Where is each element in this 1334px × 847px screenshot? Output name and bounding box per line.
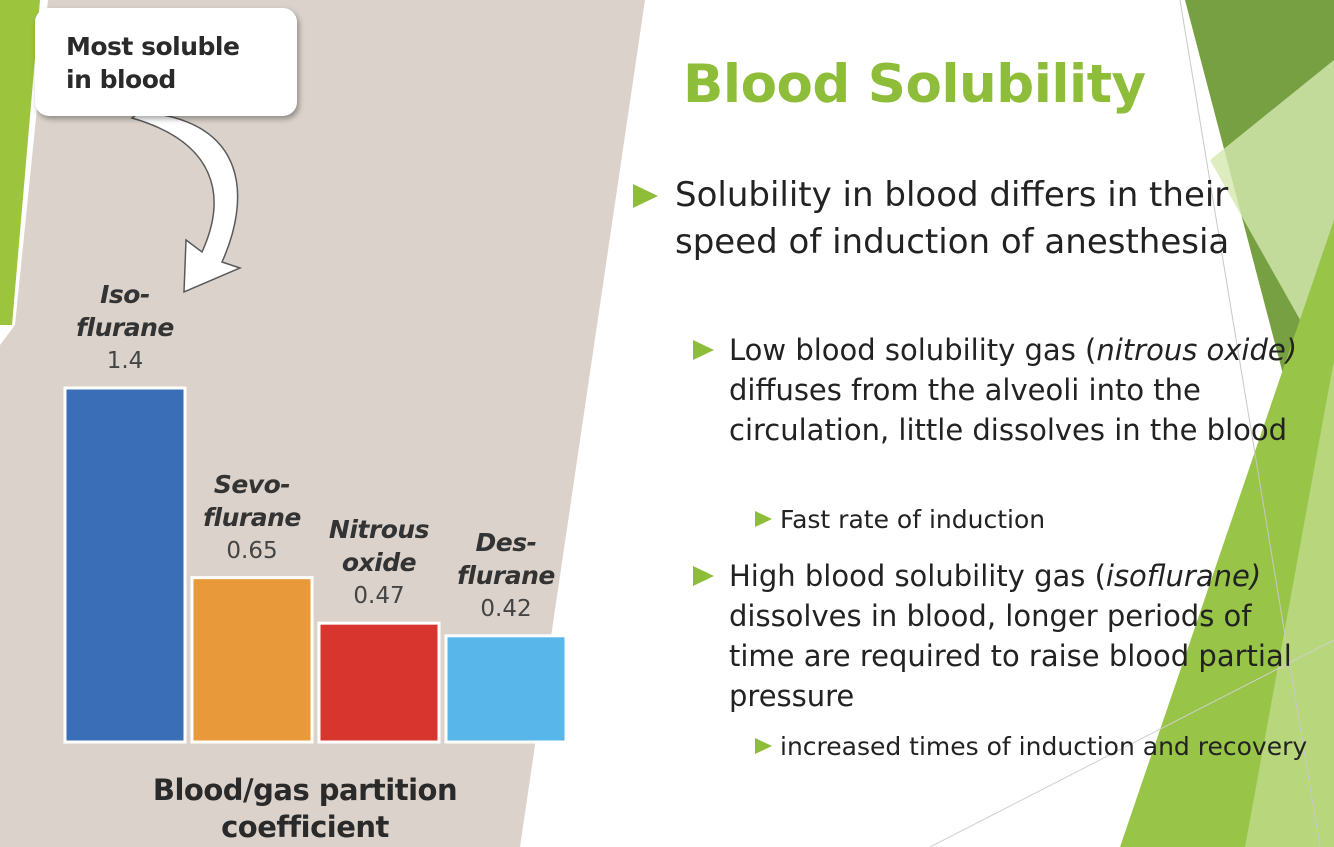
bar-value-label: 0.65 (226, 537, 278, 564)
bullet-text: Fast rate of induction (780, 503, 1315, 536)
bullet-text-run: dissolves in blood, longer periods of ti… (729, 599, 1292, 713)
bar-category-label-line: flurane (457, 560, 555, 590)
bullet-level-1: Solubility in blood differs in their spe… (633, 172, 1243, 266)
bar-category-label: Sevo-flurane (187, 468, 317, 534)
bar-value-label: 0.47 (353, 583, 405, 610)
right-bottom-light-panel (1245, 360, 1334, 847)
bar-category-label: Des-flurane (441, 526, 571, 592)
bullet-text-run: Low blood solubility gas ( (729, 333, 1097, 367)
bullet-level-2: Low blood solubility gas (nitrous oxide)… (693, 330, 1318, 450)
bullet-triangle-icon (693, 340, 714, 360)
slide-title: Blood Solubility (683, 54, 1146, 115)
bullet-triangle-icon (755, 511, 772, 527)
bar-category-label-line: oxide (341, 548, 417, 578)
callout-box (35, 8, 297, 116)
bar-category-label-line: Iso- (100, 280, 150, 309)
bar-category-label: Iso-flurane (60, 278, 190, 344)
bar (444, 634, 568, 744)
bar-category-label-line: Des- (475, 527, 537, 557)
bullet-triangle-icon (755, 738, 772, 754)
callout-text: Most soluble in blood (66, 30, 240, 96)
callout-arrow (130, 111, 243, 294)
callout-line: Most soluble (66, 32, 240, 61)
decor-line-1 (1179, 0, 1321, 847)
bar-group (63, 386, 568, 744)
bar-category-label-line: flurane (203, 502, 301, 532)
bullet-level-2: High blood solubility gas (isoflurane) d… (693, 556, 1318, 716)
bullet-level-3: increased times of induction and recover… (755, 730, 1315, 763)
bullet-text-run: diffuses from the alveoli into the circu… (729, 373, 1288, 447)
bar-category-label-line: flurane (76, 313, 174, 342)
bar (63, 386, 187, 744)
bullet-triangle-icon (693, 566, 714, 586)
right-light-green-panel (1210, 60, 1334, 380)
bar-value-label: 1.4 (106, 348, 144, 374)
bar-value-label: 0.42 (480, 595, 532, 622)
bullet-level-3: Fast rate of induction (755, 503, 1315, 536)
callout-line: in blood (66, 65, 176, 94)
x-axis-title-line: coefficient (221, 810, 389, 844)
bullet-text: Solubility in blood differs in their spe… (675, 172, 1243, 266)
bullet-text: Low blood solubility gas (nitrous oxide)… (729, 330, 1318, 450)
bar (317, 621, 441, 744)
bullet-triangle-icon (633, 184, 658, 208)
bar (190, 576, 314, 744)
bullet-text-italic: nitrous oxide) (1096, 333, 1298, 367)
bar-category-label-line: Sevo- (213, 469, 291, 499)
x-axis-title: Blood/gas partition coefficient (120, 772, 490, 846)
bullet-text-run: increased times of induction and recover… (780, 732, 1308, 761)
x-axis-title-line: Blood/gas partition (152, 773, 458, 807)
left-green-stripe (0, 0, 40, 325)
bullet-text-italic: isoflurane) (1105, 559, 1262, 593)
chart-panel: Most soluble in blood 1.4 Iso-flurane 0.65… (0, 0, 650, 847)
decor-line-2 (929, 639, 1334, 847)
bullet-text: High blood solubility gas (isoflurane) d… (729, 556, 1318, 716)
chart-svg (0, 0, 645, 847)
bullet-text-run: High blood solubility gas ( (729, 559, 1106, 593)
bar-category-label-line: Nitrous (328, 515, 430, 545)
bullet-text-run: Fast rate of induction (780, 505, 1046, 534)
bullet-text-run: Solubility in blood differs in their spe… (675, 175, 1230, 262)
bar-category-label: Nitrous oxide (314, 513, 444, 579)
bullet-text: increased times of induction and recover… (780, 730, 1315, 763)
